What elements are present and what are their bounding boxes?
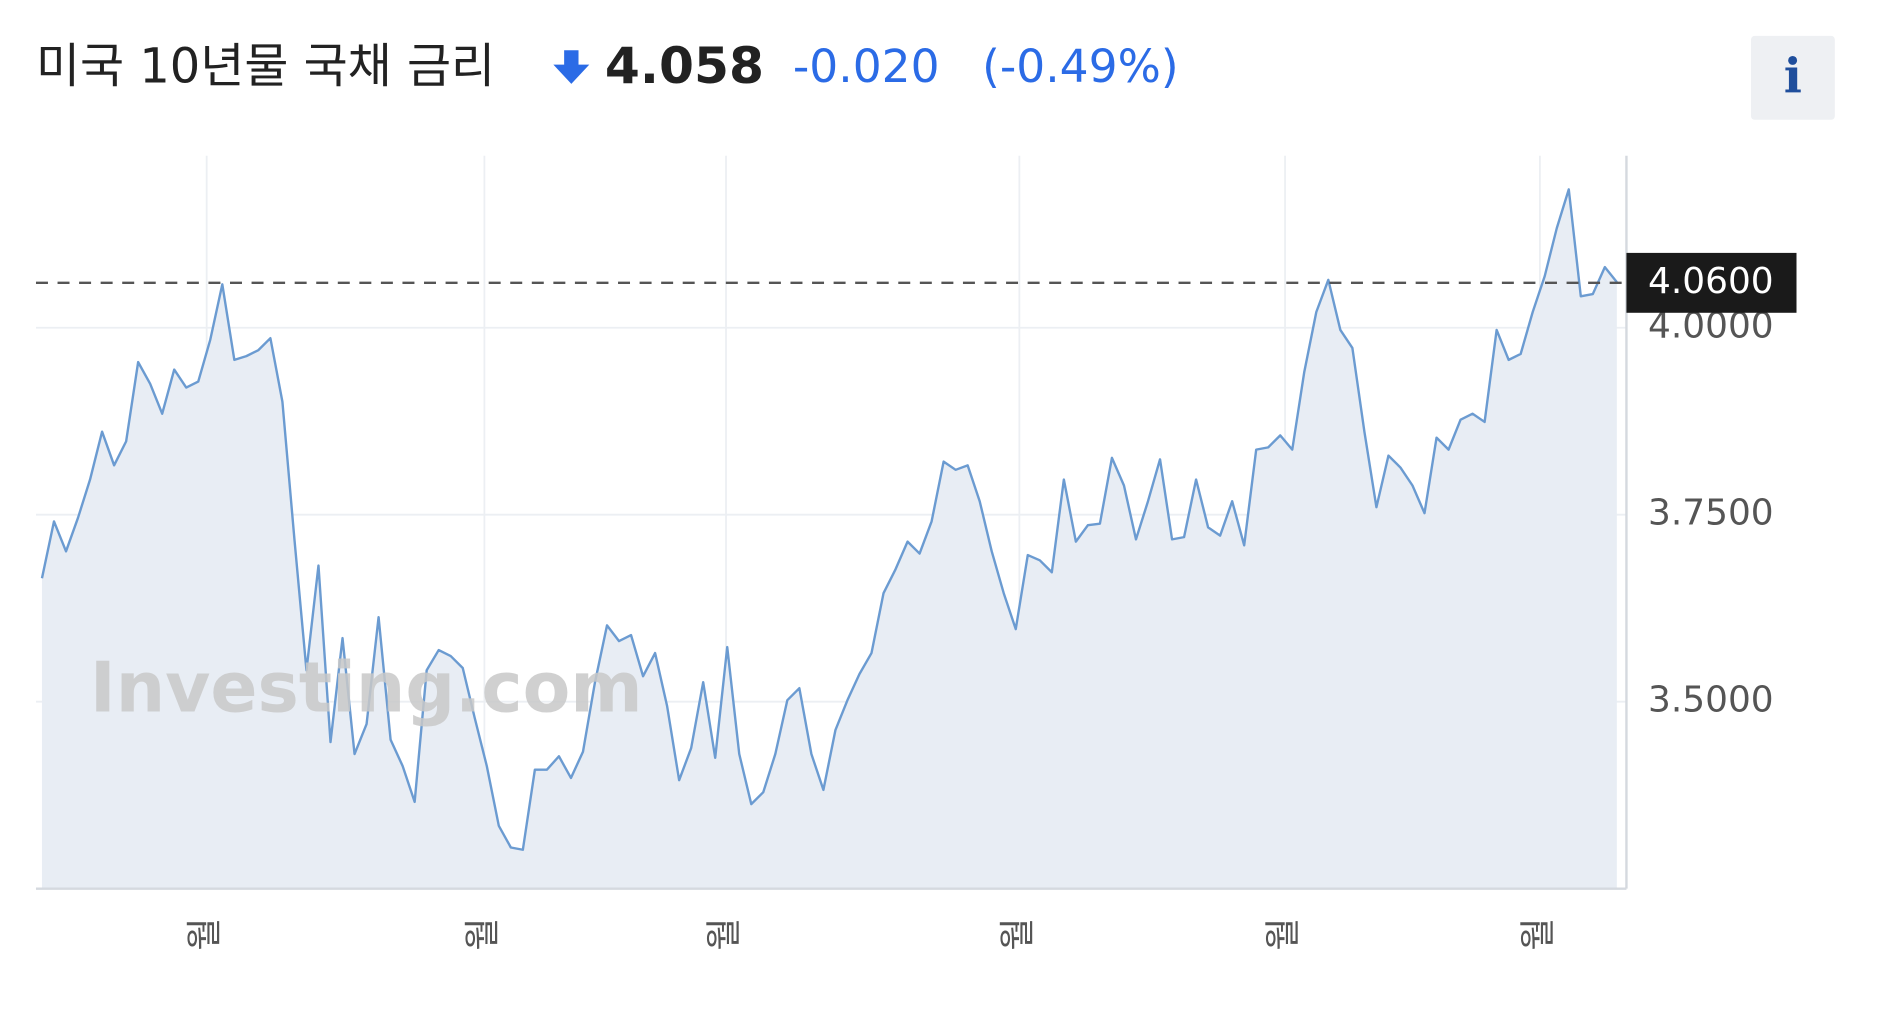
chart-title: 미국 10년물 국채 금리 bbox=[36, 39, 495, 94]
x-tick-label: 월 bbox=[704, 918, 745, 951]
y-tick-label: 3.5000 bbox=[1648, 680, 1774, 721]
last-price: 4.058 bbox=[605, 36, 764, 95]
price-change: -0.020 bbox=[793, 40, 940, 93]
info-icon[interactable]: i bbox=[1784, 49, 1802, 105]
watermark: Investing.com bbox=[90, 648, 643, 728]
y-tick-label: 3.7500 bbox=[1648, 493, 1774, 534]
info-button[interactable] bbox=[1750, 35, 1835, 120]
current-price-label: 4.0600 bbox=[1648, 261, 1774, 302]
current-price-box bbox=[1626, 252, 1797, 313]
x-tick-label: 월 bbox=[185, 918, 226, 951]
x-tick-label: 월 bbox=[462, 918, 503, 951]
area-fill bbox=[41, 189, 1617, 889]
x-tick-label: 월 bbox=[997, 918, 1038, 951]
x-tick-label: 월 bbox=[1263, 918, 1304, 951]
price-change-percent: (-0.49%) bbox=[982, 40, 1178, 93]
x-tick-label: 월 bbox=[1518, 918, 1559, 951]
down-arrow-icon bbox=[553, 50, 590, 84]
price-line bbox=[40, 188, 1618, 851]
